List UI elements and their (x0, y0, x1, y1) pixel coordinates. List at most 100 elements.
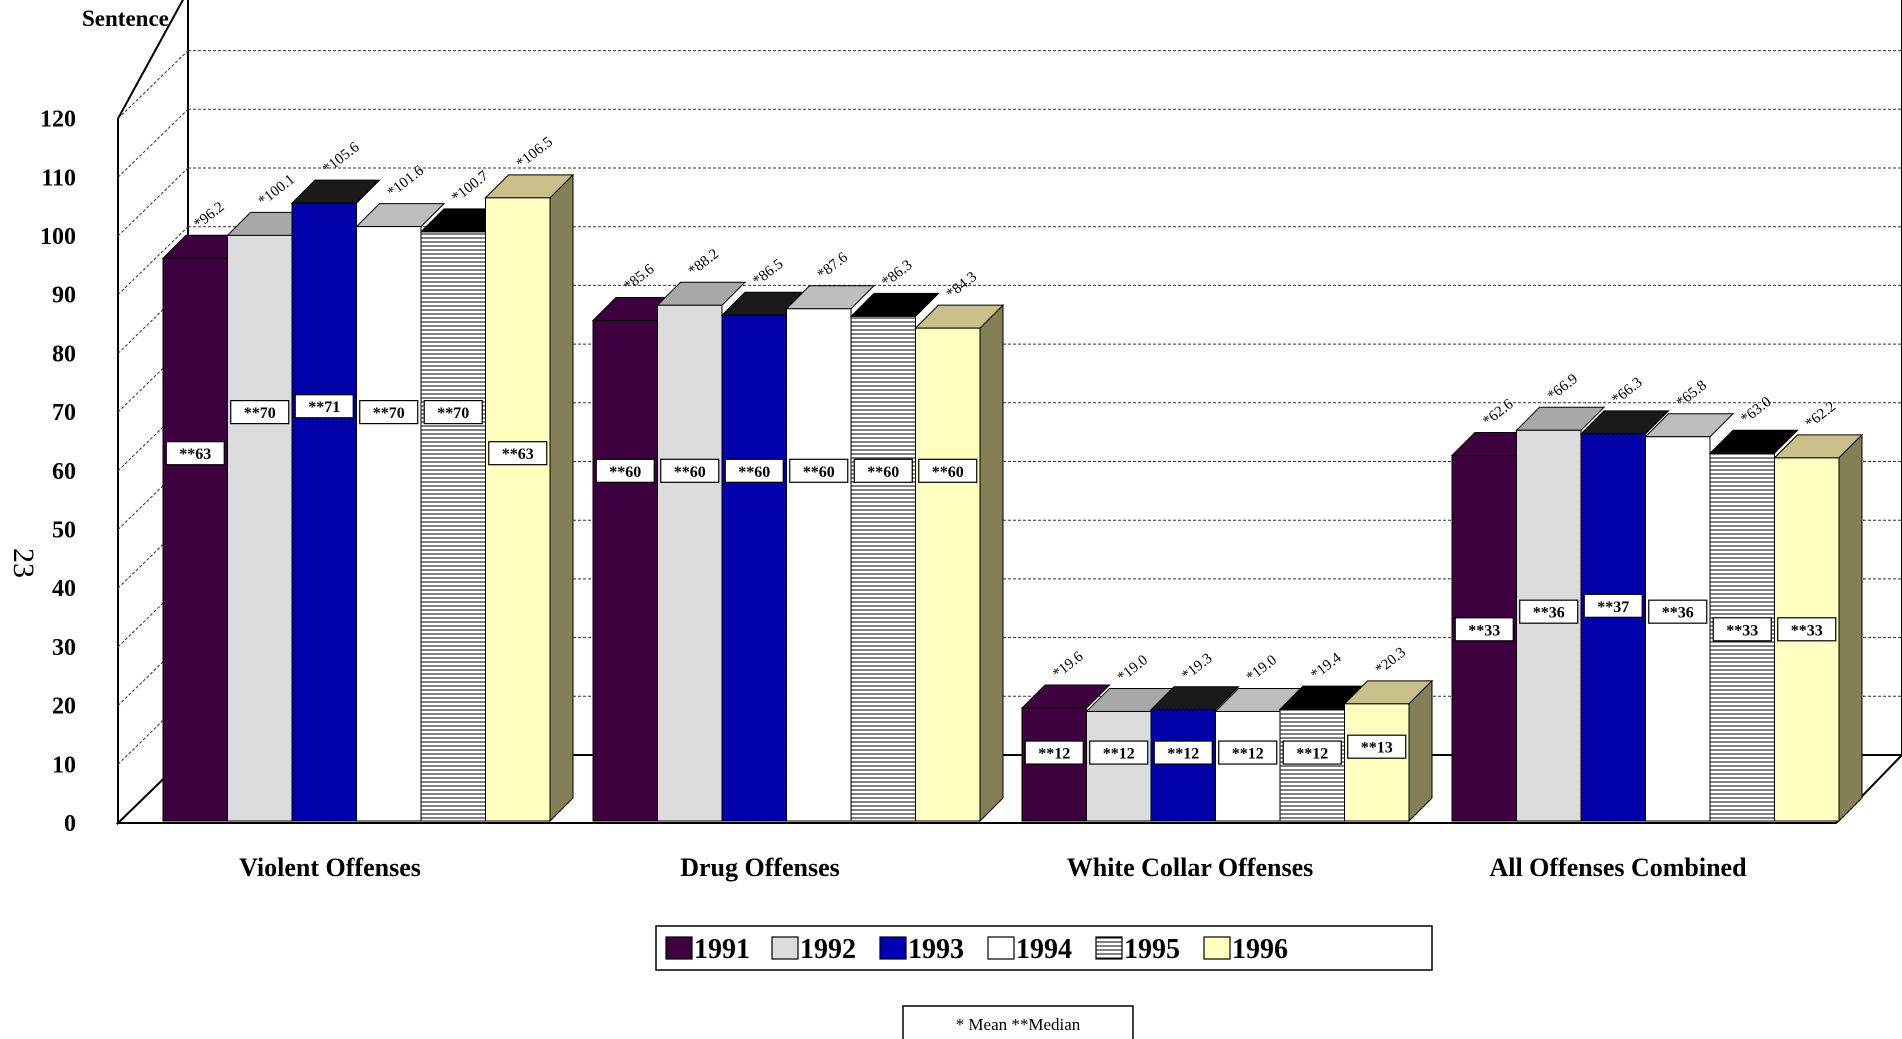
legend-item-1995: 1995 (1095, 934, 1180, 965)
legend-swatch (1203, 936, 1231, 960)
y-tick-0: 0 (64, 811, 76, 837)
y-tick-30: 30 (52, 635, 76, 661)
median-text: **13 (1361, 740, 1393, 757)
median-box (789, 458, 849, 483)
bar-white-collar-offenses-1994 (1214, 687, 1305, 822)
bar-side (549, 173, 574, 823)
y-tick-10: 10 (52, 752, 76, 778)
median-text: **37 (1597, 599, 1629, 616)
median-box (1648, 599, 1708, 624)
category-labels: Violent Offenses Drug Offenses White Colla… (239, 853, 1747, 882)
y-tick-80: 80 (52, 341, 76, 367)
median-text: **12 (1038, 746, 1070, 763)
bar-front (1516, 429, 1582, 822)
legend-label: 1991 (694, 934, 750, 965)
bar-white-collar-offenses-1996 (1343, 679, 1434, 823)
median-label-violent-offenses-1994: **70 (359, 400, 419, 425)
median-box (488, 441, 548, 466)
bar-violent-offenses-1993 (290, 179, 381, 822)
category-label-all-offenses-combined: All Offenses Combined (1489, 853, 1747, 882)
bar-violent-offenses-1995 (419, 208, 510, 822)
median-text: **33 (1791, 622, 1823, 639)
median-label-violent-offenses-1995: **70 (423, 400, 483, 425)
bar-front (420, 231, 486, 822)
median-text: **63 (502, 446, 534, 463)
category-label-white-collar-offenses: White Collar Offenses (1067, 853, 1314, 882)
bar-front (1279, 708, 1345, 822)
bar-front (227, 234, 293, 822)
median-box (1218, 740, 1278, 765)
median-box (1024, 740, 1084, 765)
median-label-drug-offenses-1993: **60 (724, 458, 784, 483)
bar-violent-offenses-1996 (484, 173, 575, 823)
y-axis-ticks: 0 10 20 30 40 50 60 70 80 90 100 110 120 (40, 107, 76, 837)
bar-front (1215, 710, 1281, 822)
median-box (1583, 593, 1643, 618)
y-tick-50: 50 (52, 518, 76, 544)
bar-drug-offenses-1991 (591, 297, 682, 822)
footnote-box: * Mean **Median (902, 1005, 1134, 1039)
y-tick-70: 70 (52, 400, 76, 426)
median-text: **36 (1533, 605, 1565, 622)
bar-white-collar-offenses-1992 (1085, 687, 1176, 822)
bar-front (915, 327, 981, 822)
legend-label: 1992 (800, 934, 856, 965)
median-label-white-collar-offenses-1995: **12 (1282, 740, 1342, 765)
legend-label: 1996 (1232, 934, 1288, 965)
legend-swatch (1095, 936, 1123, 960)
bar-front (1086, 710, 1152, 822)
bar-front (356, 226, 422, 822)
median-text: **36 (1662, 605, 1694, 622)
median-text: **60 (932, 464, 964, 481)
bar-front (162, 257, 228, 822)
median-labels: **63 **70 **71 **70 **70 **63 **60 **60 **60 **60… (165, 394, 1837, 765)
median-label-violent-offenses-1992: **70 (230, 400, 290, 425)
median-text: **33 (1726, 622, 1758, 639)
median-text: **60 (867, 464, 899, 481)
median-box (595, 458, 655, 483)
category-label-violent-offenses: Violent Offenses (239, 853, 421, 882)
legend-item-1991: 1991 (665, 934, 750, 965)
median-box (1712, 617, 1772, 642)
median-box (660, 458, 720, 483)
median-label-drug-offenses-1995: **60 (853, 458, 913, 483)
y-tick-90: 90 (52, 283, 76, 309)
median-label-white-collar-offenses-1996: **13 (1347, 734, 1407, 759)
legend: 1991 1992 1993 1994 1995 1996 (655, 925, 1433, 971)
legend-swatch (879, 936, 907, 960)
bar-all-offenses-combined-1992 (1515, 406, 1606, 822)
median-label-all-offenses-combined-1991: **33 (1454, 617, 1514, 642)
median-box (230, 400, 290, 425)
wall-gridline-100 (117, 167, 189, 237)
median-label-white-collar-offenses-1993: **12 (1153, 740, 1213, 765)
median-text: **60 (738, 464, 770, 481)
median-label-drug-offenses-1996: **60 (918, 458, 978, 483)
median-text: **12 (1167, 746, 1199, 763)
median-label-white-collar-offenses-1991: **12 (1024, 740, 1084, 765)
bar-front (592, 320, 658, 822)
wall-gridline-120 (117, 50, 189, 119)
y-tick-100: 100 (40, 224, 76, 250)
median-text: **60 (803, 464, 835, 481)
bar-front (1645, 436, 1711, 822)
legend-label: 1995 (1124, 934, 1180, 965)
y-tick-60: 60 (52, 459, 76, 485)
y-tick-20: 20 (52, 694, 76, 720)
median-box (294, 394, 354, 419)
median-label-drug-offenses-1991: **60 (595, 458, 655, 483)
bar-front (1344, 703, 1410, 822)
bar-side (979, 303, 1004, 823)
median-text: **63 (179, 446, 211, 463)
legend-item-1994: 1994 (987, 934, 1072, 965)
bar-drug-offenses-1996 (914, 303, 1005, 823)
median-label-all-offenses-combined-1994: **36 (1648, 599, 1708, 624)
legend-swatch (771, 936, 799, 960)
median-text: **70 (437, 405, 469, 422)
median-label-drug-offenses-1994: **60 (789, 458, 849, 483)
legend-item-1993: 1993 (879, 934, 964, 965)
median-label-white-collar-offenses-1994: **12 (1218, 740, 1278, 765)
median-box (1282, 740, 1342, 765)
median-label-drug-offenses-1992: **60 (660, 458, 720, 483)
bar-all-offenses-combined-1994 (1644, 413, 1735, 822)
